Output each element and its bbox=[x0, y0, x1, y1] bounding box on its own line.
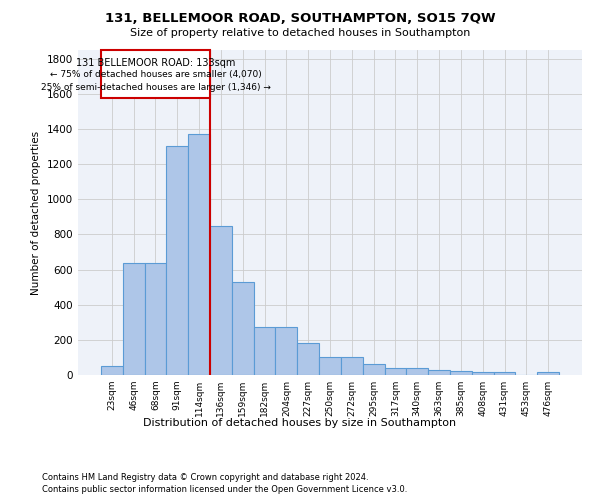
Bar bbox=[472, 372, 494, 375]
Text: Distribution of detached houses by size in Southampton: Distribution of detached houses by size … bbox=[143, 418, 457, 428]
Bar bbox=[166, 146, 188, 375]
Text: 131, BELLEMOOR ROAD, SOUTHAMPTON, SO15 7QW: 131, BELLEMOOR ROAD, SOUTHAMPTON, SO15 7… bbox=[104, 12, 496, 26]
Bar bbox=[101, 366, 123, 375]
Bar bbox=[254, 326, 275, 375]
Bar bbox=[450, 370, 472, 375]
Bar bbox=[341, 356, 363, 375]
Text: Contains public sector information licensed under the Open Government Licence v3: Contains public sector information licen… bbox=[42, 485, 407, 494]
Bar bbox=[406, 368, 428, 375]
Bar bbox=[101, 50, 210, 98]
Bar bbox=[123, 264, 145, 375]
Bar bbox=[275, 326, 297, 375]
Text: 25% of semi-detached houses are larger (1,346) →: 25% of semi-detached houses are larger (… bbox=[41, 82, 271, 92]
Text: Contains HM Land Registry data © Crown copyright and database right 2024.: Contains HM Land Registry data © Crown c… bbox=[42, 472, 368, 482]
Bar bbox=[188, 134, 210, 375]
Bar bbox=[210, 226, 232, 375]
Text: ← 75% of detached houses are smaller (4,070): ← 75% of detached houses are smaller (4,… bbox=[50, 70, 262, 79]
Bar bbox=[363, 364, 385, 375]
Bar bbox=[145, 264, 166, 375]
Bar bbox=[537, 372, 559, 375]
Bar bbox=[232, 282, 254, 375]
Bar bbox=[319, 356, 341, 375]
Text: 131 BELLEMOOR ROAD: 133sqm: 131 BELLEMOOR ROAD: 133sqm bbox=[76, 58, 235, 68]
Bar bbox=[428, 370, 450, 375]
Bar bbox=[297, 342, 319, 375]
Y-axis label: Number of detached properties: Number of detached properties bbox=[31, 130, 41, 294]
Text: Size of property relative to detached houses in Southampton: Size of property relative to detached ho… bbox=[130, 28, 470, 38]
Bar bbox=[494, 372, 515, 375]
Bar bbox=[385, 368, 406, 375]
